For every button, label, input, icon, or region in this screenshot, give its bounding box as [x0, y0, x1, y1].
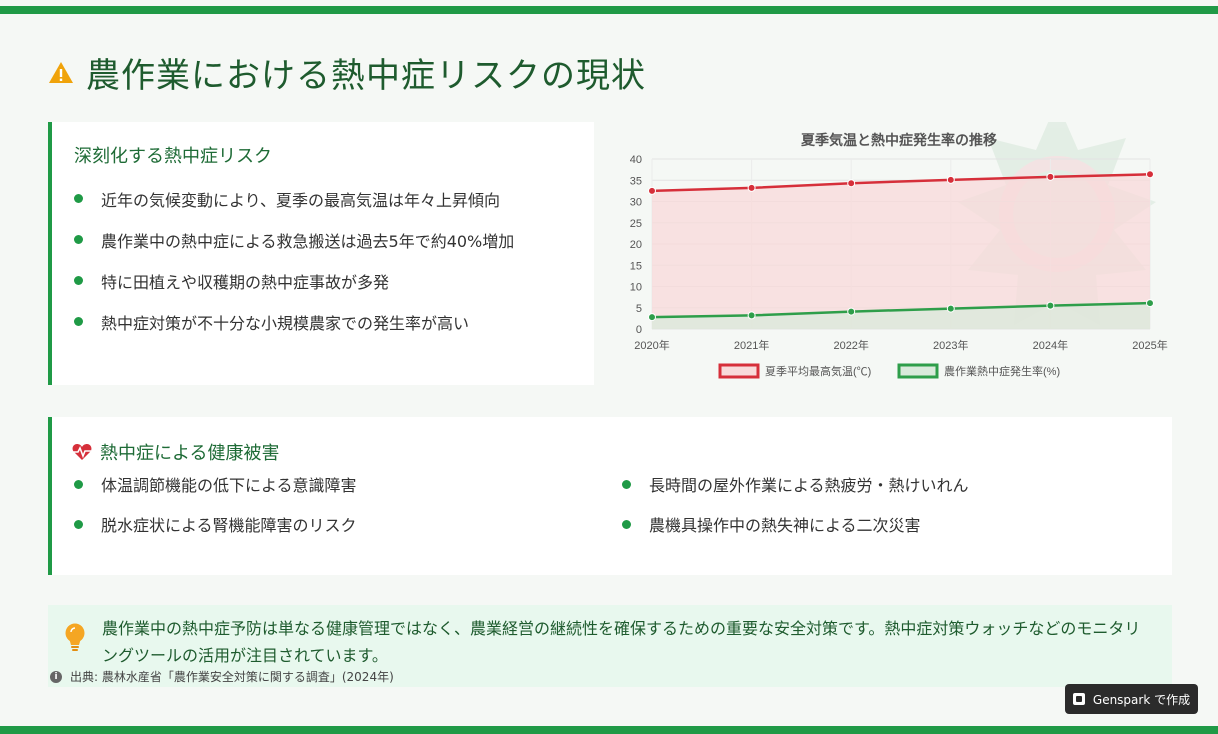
series-line: [651, 173, 1151, 193]
data-point: [1146, 299, 1154, 308]
genspark-badge-label: Genspark で作成: [1092, 692, 1191, 707]
top-accent-bar: [0, 6, 1218, 14]
list-item-text: 長時間の屋外作業による熱疲労・熱けいれん: [649, 476, 969, 495]
data-point: [1046, 301, 1055, 310]
legend-swatch: [897, 363, 939, 379]
bullet-icon: [622, 479, 631, 489]
y-tick-label: 35: [630, 175, 642, 187]
bullet-icon: [74, 317, 83, 326]
y-tick-label: 5: [636, 303, 642, 315]
data-point: [648, 186, 656, 195]
series-area: [652, 174, 1150, 329]
bullet-icon: [74, 194, 83, 203]
y-tick-label: 15: [630, 260, 642, 272]
health-card: 熱中症による健康被害 体温調節機能の低下による意識障害 長時間の屋外作業による熱…: [48, 417, 1172, 575]
legend-label: 夏季平均最高気温(℃): [765, 364, 871, 378]
genspark-logo-icon: [1072, 693, 1085, 705]
health-card-heading: 熱中症による健康被害: [100, 443, 280, 464]
list-item-text: 熱中症対策が不十分な小規模農家での発生率が高い: [101, 313, 470, 333]
info-icon: i: [50, 670, 62, 683]
list-item: 脱水症状による腎機能障害のリスク: [74, 509, 357, 539]
legend-label: 農作業熱中症発生率(%): [944, 364, 1060, 378]
data-point: [946, 304, 955, 313]
heartbeat-icon: [72, 444, 92, 460]
bullet-icon: [74, 276, 83, 285]
genspark-badge[interactable]: Genspark で作成: [1065, 684, 1198, 714]
data-point: [847, 179, 856, 188]
bullet-icon: [74, 479, 83, 489]
x-tick-label: 2025年: [1132, 338, 1167, 352]
bullet-icon: [622, 519, 631, 529]
y-tick-label: 30: [630, 197, 642, 209]
chart-lines: [651, 173, 1151, 319]
risk-list: 近年の気候変動により、夏季の最高気温は年々上昇傾向 農作業中の熱中症による救急搬…: [74, 178, 514, 342]
y-tick-label: 0: [636, 324, 642, 336]
chart-points: [648, 170, 1154, 322]
list-item: 体温調節機能の低下による意識障害: [74, 469, 357, 499]
x-axis-ticks: 2020年 2021年 2022年 2023年 2024年 2025年: [634, 338, 1167, 352]
list-item-text: 体温調節機能の低下による意識障害: [101, 476, 357, 495]
source-text: 出典: 農林水産省「農作業安全対策に関する調査」(2024年): [70, 670, 394, 684]
x-tick-label: 2023年: [933, 338, 968, 352]
chart-title: 夏季気温と熱中症発生率の推移: [801, 132, 997, 148]
y-tick-label: 10: [630, 282, 642, 294]
lightbulb-icon: [65, 623, 85, 651]
x-tick-label: 2022年: [833, 338, 868, 352]
data-point: [648, 313, 656, 322]
data-point: [847, 307, 856, 316]
data-point: [747, 311, 756, 320]
bullet-icon: [74, 235, 83, 244]
data-point: [1146, 170, 1154, 179]
series-area: [652, 303, 1150, 329]
note-card: 農作業中の熱中症予防は単なる健康管理ではなく、農業経営の継続性を確保するための重…: [48, 605, 1172, 687]
bullet-icon: [74, 519, 83, 529]
chart-areas: [652, 174, 1150, 329]
page-title: 農作業における熱中症リスクの現状: [86, 56, 646, 96]
list-item: 長時間の屋外作業による熱疲労・熱けいれん: [622, 469, 969, 499]
warning-icon: [49, 61, 73, 83]
trend-chart: 夏季気温と熱中症発生率の推移 0 5 10 15 20 25 30 35 40 2020年 202…: [616, 122, 1176, 392]
x-tick-label: 2020年: [634, 338, 669, 352]
data-point: [747, 183, 756, 192]
risk-card: 深刻化する熱中症リスク 近年の気候変動により、夏季の最高気温は年々上昇傾向 農作…: [48, 122, 594, 385]
y-axis-ticks: 0 5 10 15 20 25 30 35 40: [630, 154, 642, 336]
list-item-text: 農作業中の熱中症による救急搬送は過去5年で約40%増加: [101, 231, 515, 251]
health-card-header: 熱中症による健康被害: [72, 439, 279, 465]
y-tick-label: 25: [630, 218, 642, 230]
list-item: 熱中症対策が不十分な小規模農家での発生率が高い: [74, 301, 514, 342]
list-item-text: 特に田植えや収穫期の熱中症事故が多発: [101, 272, 390, 292]
y-tick-label: 40: [630, 154, 642, 166]
legend-swatch: [718, 363, 760, 379]
list-item: 特に田植えや収穫期の熱中症事故が多発: [74, 260, 514, 301]
series-line: [651, 301, 1151, 319]
data-point: [1046, 172, 1055, 181]
page-header: 農作業における熱中症リスクの現状: [48, 48, 646, 97]
list-item-text: 農機具操作中の熱失神による二次災害: [649, 516, 921, 535]
chart-legend: 夏季平均最高気温(℃) 農作業熱中症発生率(%): [718, 363, 1060, 379]
source-citation: i 出典: 農林水産省「農作業安全対策に関する調査」(2024年): [50, 668, 394, 685]
list-item: 近年の気候変動により、夏季の最高気温は年々上昇傾向: [74, 178, 514, 219]
list-item-text: 近年の気候変動により、夏季の最高気温は年々上昇傾向: [101, 190, 501, 210]
x-tick-label: 2021年: [734, 338, 769, 352]
note-text: 農作業中の熱中症予防は単なる健康管理ではなく、農業経営の継続性を確保するための重…: [102, 619, 1141, 665]
list-item: 農作業中の熱中症による救急搬送は過去5年で約40%増加: [74, 219, 514, 260]
list-item-text: 脱水症状による腎機能障害のリスク: [101, 516, 357, 535]
list-item: 農機具操作中の熱失神による二次災害: [622, 509, 921, 539]
data-point: [946, 175, 955, 184]
x-tick-label: 2024年: [1033, 338, 1068, 352]
y-tick-label: 20: [630, 239, 642, 251]
risk-card-heading: 深刻化する熱中症リスク: [74, 146, 272, 167]
bottom-accent-bar: [0, 726, 1218, 734]
